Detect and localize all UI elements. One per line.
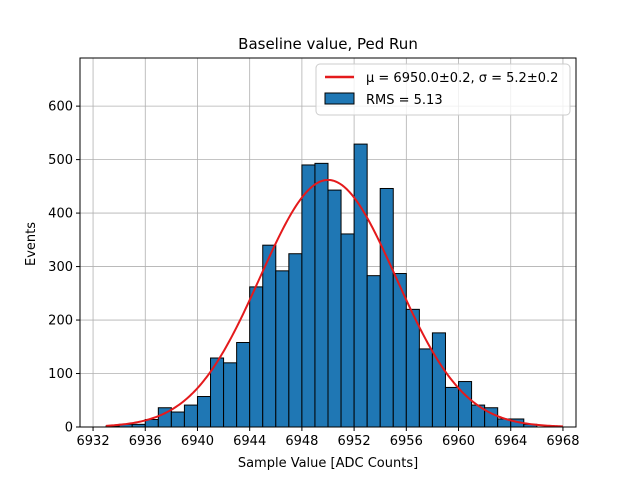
x-tick-label: 6964 (494, 434, 527, 449)
legend-hist-label: RMS = 5.13 (366, 93, 443, 108)
y-tick-label: 0 (65, 421, 73, 436)
histogram-bar (249, 286, 264, 428)
histogram-bar (314, 162, 329, 428)
histogram-bar (444, 386, 460, 428)
legend-box (315, 63, 571, 116)
x-axis-label: Sample Value [ADC Counts] (238, 456, 418, 471)
x-tick-label: 6948 (285, 434, 318, 449)
histogram-bar (183, 404, 198, 428)
y-tick-label: 200 (48, 314, 73, 329)
y-axis-ticks: 0 100 200 300 400 500 600 (48, 100, 80, 436)
histogram-bar (340, 233, 355, 428)
chart-title: Baseline value, Ped Run (238, 35, 418, 53)
histogram-bar (301, 164, 316, 428)
x-tick-label: 6932 (77, 434, 110, 449)
plot-frame (79, 57, 577, 428)
y-tick-label: 600 (48, 100, 73, 115)
y-tick-label: 400 (48, 207, 73, 222)
histogram-bar (170, 411, 185, 428)
x-tick-label: 6944 (233, 434, 266, 449)
histogram-bar (405, 308, 420, 428)
x-tick-label: 6960 (442, 434, 475, 449)
y-tick-label: 500 (48, 153, 73, 168)
x-tick-label: 6956 (390, 434, 423, 449)
y-axis-label: Events (24, 222, 39, 266)
x-tick-label: 6968 (546, 434, 579, 449)
histogram-bar (288, 253, 303, 428)
histogram-bar (366, 275, 381, 428)
histogram-bar (431, 332, 446, 428)
legend: μ = 6950.0±0.2, σ = 5.2±0.2 RMS = 5.13 (315, 63, 571, 116)
legend-fit-sigma: σ = 5.2±0.2 (479, 71, 559, 86)
gaussian-fit-line (106, 178, 563, 428)
histogram-bar (275, 270, 290, 428)
histogram-bar (418, 348, 433, 428)
x-axis-ticks: 6932 6936 6940 6944 6948 6952 6956 6960 6964 6968 (77, 427, 579, 449)
legend-fit-mu: μ = 6950.0±0.2, (366, 71, 479, 86)
legend-fit-label: μ = 6950.0±0.2, σ = 5.2±0.2 (366, 71, 558, 86)
y-tick-label: 300 (48, 260, 73, 275)
y-tick-label: 100 (48, 367, 73, 382)
histogram-bar (379, 187, 394, 428)
histogram-bar (196, 396, 212, 428)
x-tick-label: 6936 (129, 434, 162, 449)
histogram-bar (353, 143, 368, 428)
histogram-bar (223, 362, 238, 428)
x-tick-label: 6940 (181, 434, 214, 449)
histogram-bar (236, 342, 251, 428)
histogram-bar (262, 244, 277, 428)
histogram-bar (458, 381, 473, 428)
legend-hist-swatch (324, 92, 355, 105)
x-tick-label: 6952 (338, 434, 371, 449)
histogram-bar (327, 189, 342, 428)
